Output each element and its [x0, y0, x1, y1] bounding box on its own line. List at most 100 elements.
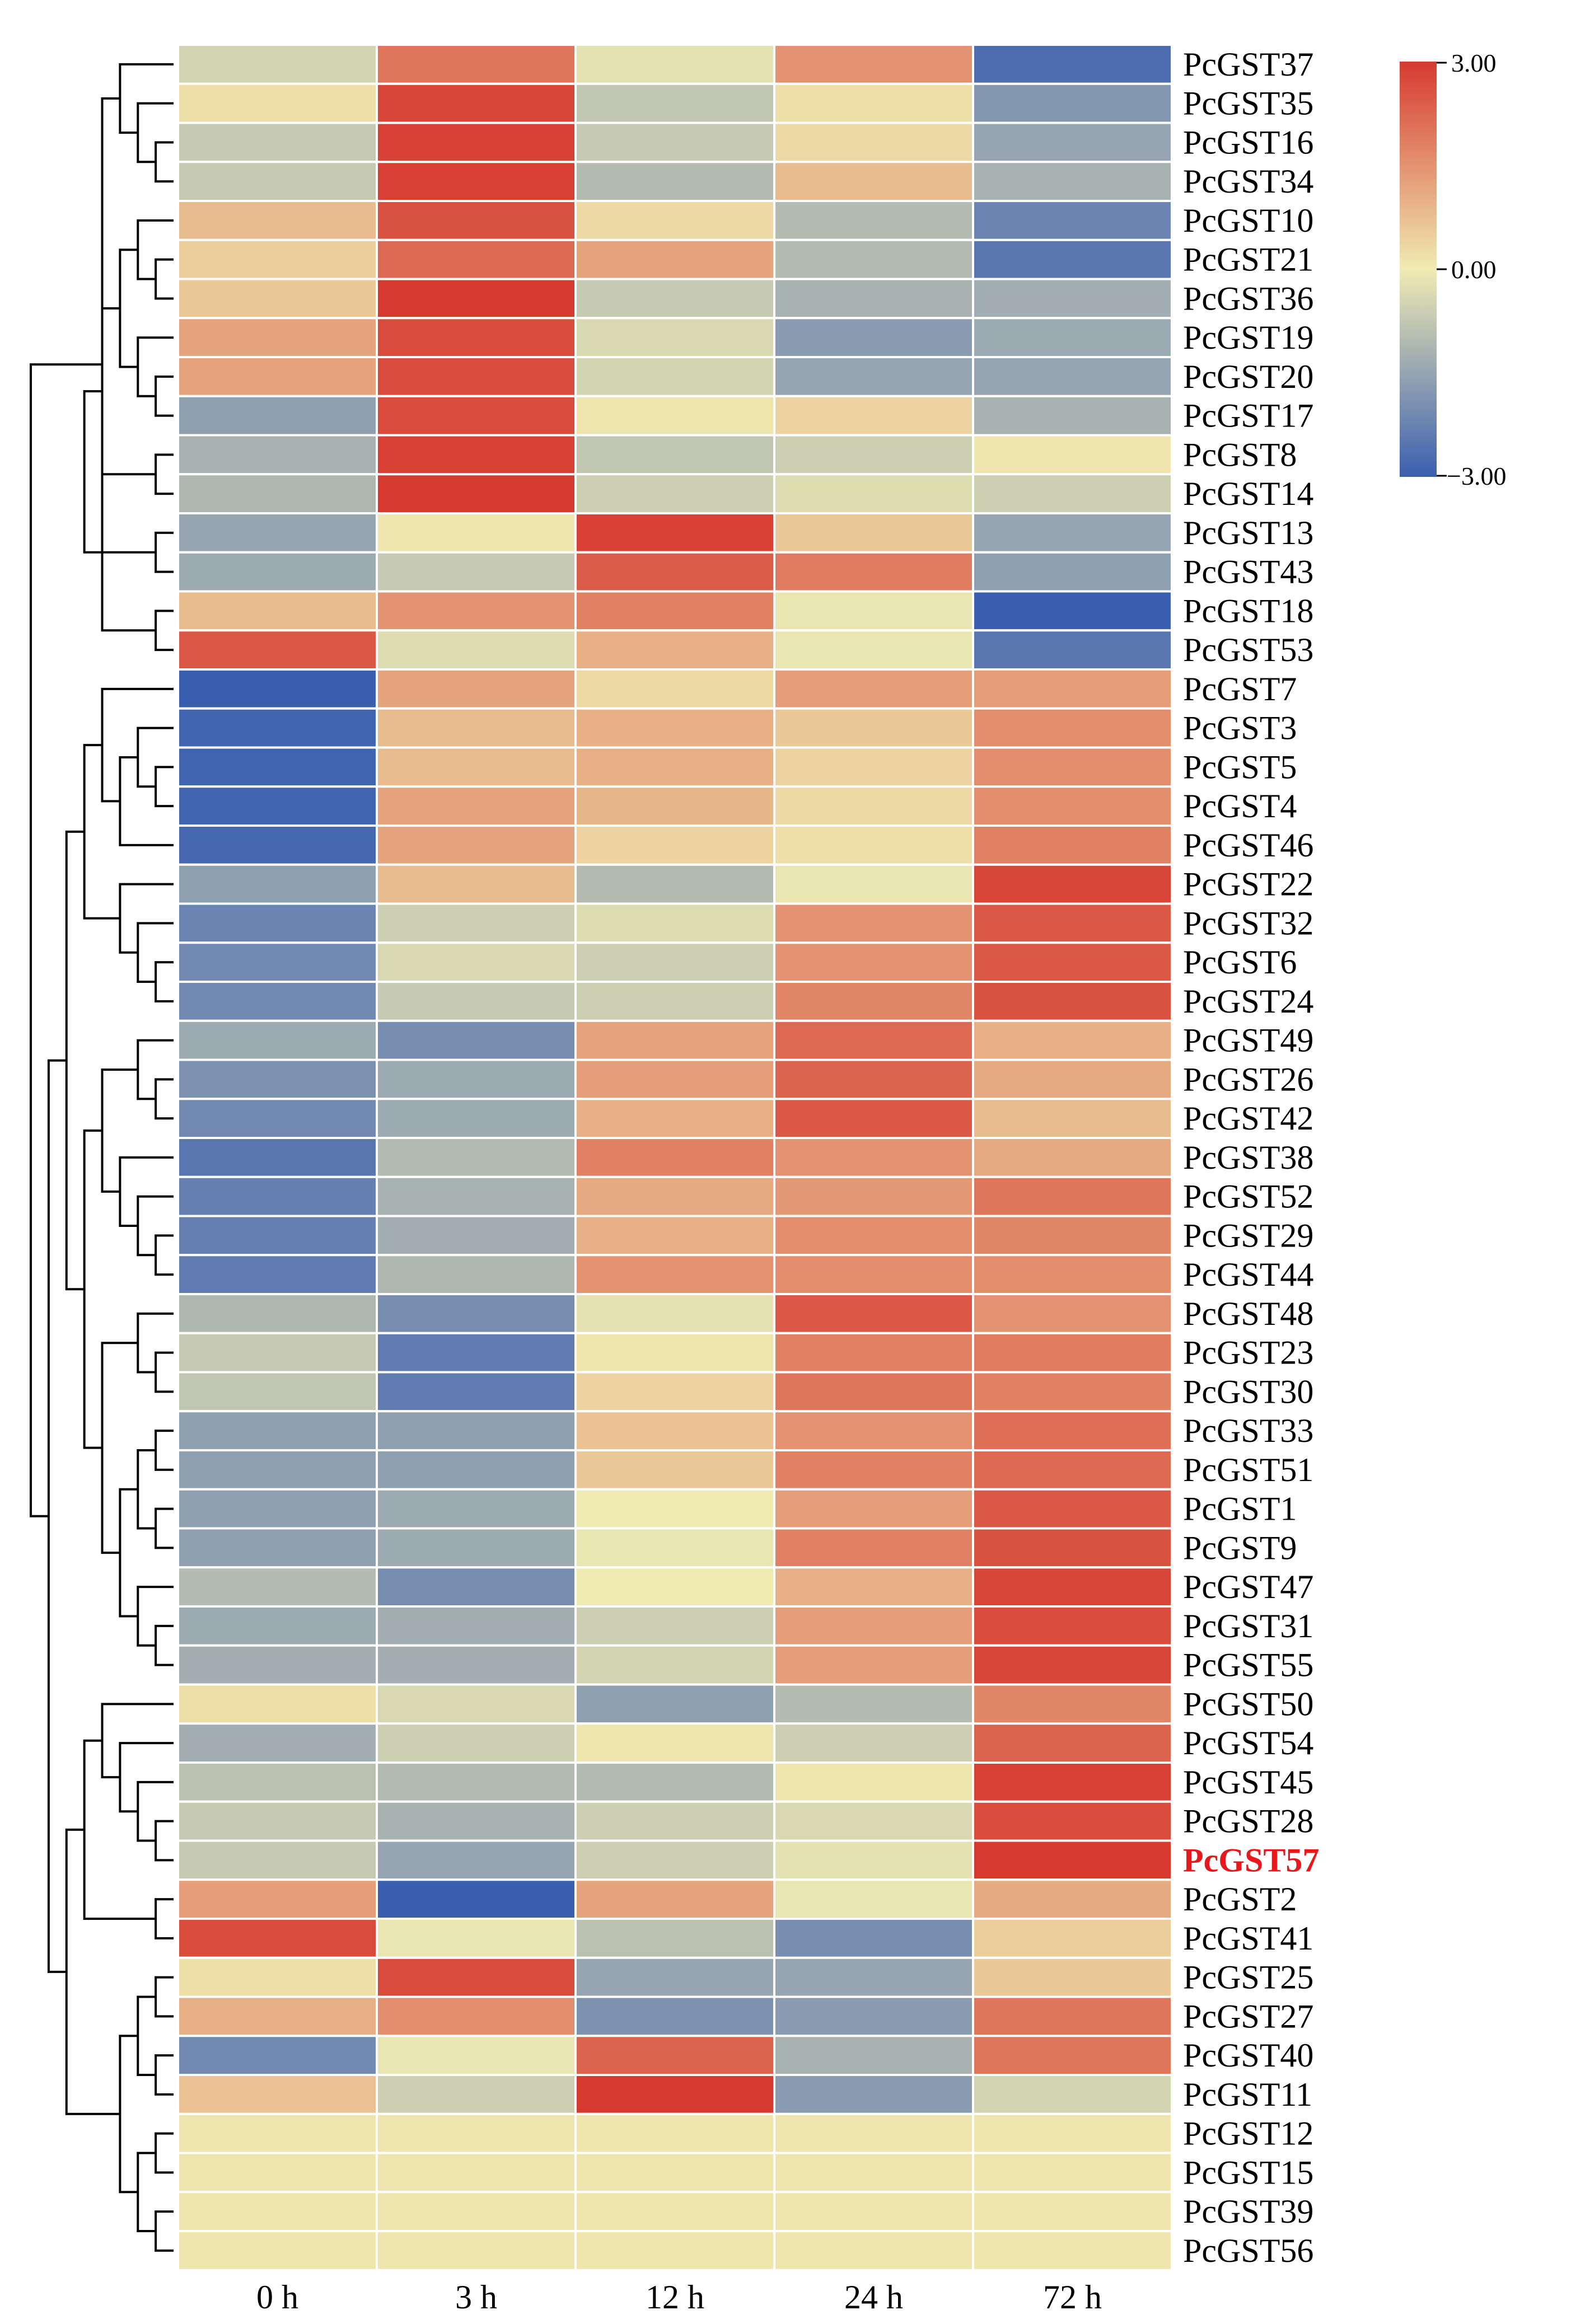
heatmap-cell — [376, 1995, 577, 2037]
row-label: PcGST42 — [1183, 1100, 1313, 1137]
dendrogram-link — [155, 961, 174, 1002]
heatmap-cell — [177, 200, 378, 241]
row-label: PcGST51 — [1183, 1451, 1313, 1488]
heatmap-cell — [177, 2230, 378, 2271]
row-label: PcGST17 — [1183, 397, 1313, 434]
row-label: PcGST43 — [1183, 554, 1313, 591]
heatmap-cell — [972, 1566, 1173, 1608]
heatmap-cell — [972, 2230, 1173, 2271]
heatmap-cell — [574, 2035, 775, 2076]
heatmap-cell — [376, 395, 577, 437]
dendrogram-link — [83, 390, 156, 554]
heatmap-cell — [574, 1839, 775, 1881]
heatmap-cell — [773, 317, 974, 358]
heatmap-cell — [773, 1644, 974, 1686]
dendrogram-link — [83, 1129, 102, 1449]
heatmap-cell — [376, 1410, 577, 1451]
heatmap-cell — [574, 2112, 775, 2154]
heatmap-cell — [376, 161, 577, 202]
heatmap-cell — [177, 1449, 378, 1491]
heatmap-cell — [773, 902, 974, 944]
heatmap-cell — [972, 941, 1173, 983]
heatmap-cell — [177, 1878, 378, 1920]
heatmap-cell — [574, 941, 775, 983]
heatmap-cell — [574, 1605, 775, 1647]
heatmap-cell — [177, 1566, 378, 1608]
heatmap-cell — [773, 1605, 974, 1647]
heatmap-cell — [376, 1527, 577, 1569]
heatmap-cell — [972, 902, 1173, 944]
heatmap-cell — [972, 1956, 1173, 1998]
row-label: PcGST33 — [1183, 1412, 1313, 1449]
heatmap-cell — [177, 1137, 378, 1178]
row-label: PcGST4 — [1183, 788, 1297, 824]
heatmap-cell — [376, 1098, 577, 1139]
heatmap-cell — [376, 1566, 577, 1608]
heatmap-cell — [376, 2191, 577, 2232]
heatmap-cell — [773, 2230, 974, 2271]
heatmap-cell — [773, 2074, 974, 2115]
heatmap-cell — [177, 1605, 378, 1647]
row-label: PcGST12 — [1183, 2115, 1313, 2152]
heatmap-cell — [773, 707, 974, 749]
heatmap-cell — [574, 551, 775, 593]
heatmap-cell — [177, 1293, 378, 1334]
heatmap-cell — [177, 746, 378, 788]
heatmap-cell — [574, 1293, 775, 1334]
column-label: 24 h — [844, 2279, 903, 2316]
heatmap-cell — [574, 2152, 775, 2194]
dendrogram-link — [155, 1351, 174, 1393]
heatmap-cell — [972, 863, 1173, 905]
heatmap-cell — [376, 863, 577, 905]
colorbar-tick-label-max: 3.00 — [1451, 49, 1497, 77]
row-label: PcGST34 — [1183, 163, 1313, 200]
heatmap-cell — [773, 1683, 974, 1725]
heatmap-cell — [177, 356, 378, 397]
row-label: PcGST21 — [1183, 241, 1313, 278]
heatmap-cell — [574, 1449, 775, 1491]
row-label: PcGST7 — [1183, 671, 1297, 707]
heatmap-cell — [376, 1839, 577, 1881]
row-label: PcGST14 — [1183, 475, 1313, 512]
heatmap-cell — [177, 1800, 378, 1842]
heatmap-cell — [574, 1527, 775, 1569]
heatmap-cell — [574, 161, 775, 202]
heatmap-cell — [972, 1605, 1173, 1647]
dendrogram-link — [137, 1995, 156, 2076]
dendrogram-link — [155, 1234, 174, 1276]
heatmap-cell — [773, 200, 974, 241]
heatmap-cell — [376, 981, 577, 1022]
dendrogram-link — [155, 453, 174, 495]
heatmap-cell — [773, 1175, 974, 1217]
heatmap-cell — [177, 1332, 378, 1374]
heatmap-cell — [972, 1332, 1173, 1374]
row-label: PcGST38 — [1183, 1139, 1313, 1176]
heatmap-cell — [177, 863, 378, 905]
heatmap-cell — [972, 512, 1173, 554]
heatmap-cell — [972, 1644, 1173, 1686]
row-labels: PcGST37PcGST35PcGST16PcGST34PcGST10PcGST… — [1183, 46, 1319, 2269]
heatmap-cell — [972, 1410, 1173, 1451]
heatmap-cell — [972, 2074, 1173, 2115]
row-label: PcGST53 — [1183, 631, 1313, 668]
heatmap-cell — [376, 1215, 577, 1257]
heatmap-cell — [972, 1215, 1173, 1257]
heatmap-cell — [574, 434, 775, 476]
heatmap-cell — [177, 1058, 378, 1100]
heatmap-cell — [972, 1722, 1173, 1764]
heatmap-cell — [177, 1175, 378, 1217]
heatmap-cell — [773, 121, 974, 163]
heatmap-cell — [376, 2074, 577, 2115]
heatmap-cell — [574, 1995, 775, 2037]
heatmap-cell — [177, 1839, 378, 1881]
heatmap-cell — [376, 356, 577, 397]
heatmap-cell — [177, 1995, 378, 2037]
dendrogram-link — [47, 1059, 67, 1973]
heatmap-cell — [972, 1058, 1173, 1100]
dendrogram-link — [137, 1449, 156, 1530]
colorbar-tick-label-mid: 0.00 — [1451, 255, 1497, 284]
heatmap-cell — [773, 2035, 974, 2076]
heatmap-cell — [574, 395, 775, 437]
heatmap-cell — [972, 1995, 1173, 2037]
heatmap-cell — [376, 200, 577, 241]
